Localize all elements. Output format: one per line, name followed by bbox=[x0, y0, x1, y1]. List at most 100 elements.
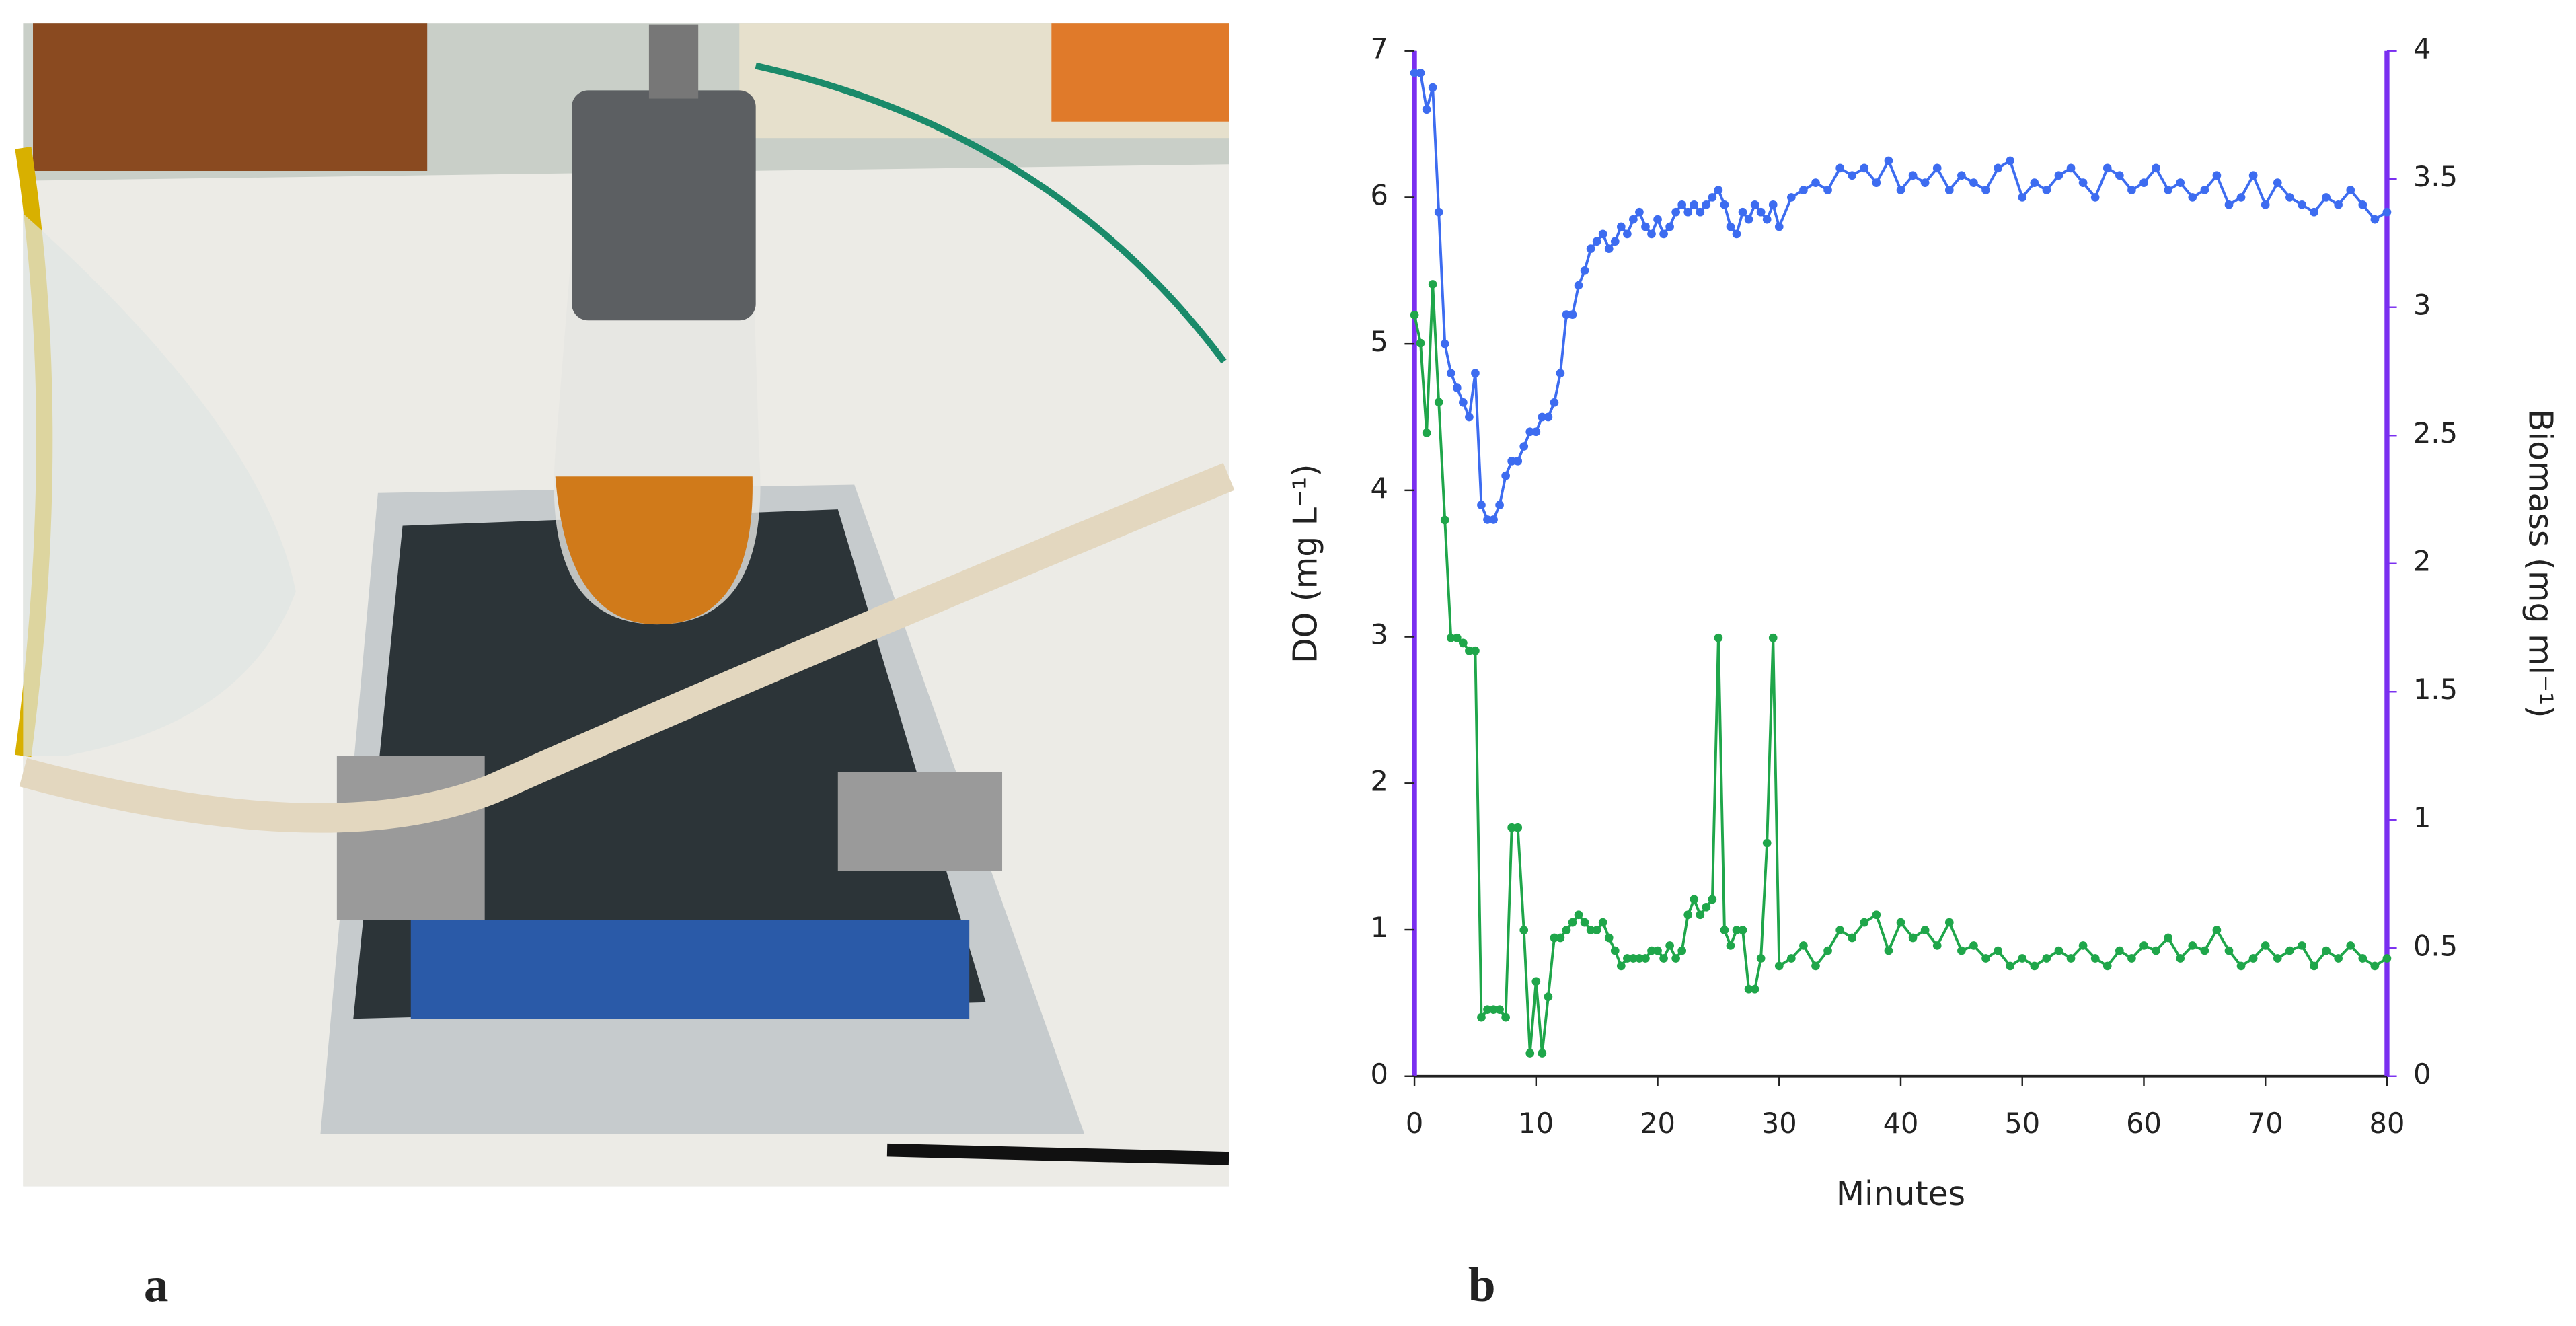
x-tick-label: 50 bbox=[2004, 1107, 2040, 1140]
data-point bbox=[1714, 633, 1723, 642]
data-point bbox=[2042, 954, 2051, 963]
data-point bbox=[1550, 398, 1559, 407]
data-point bbox=[1872, 910, 1881, 920]
data-point bbox=[2078, 941, 2088, 950]
data-point bbox=[1708, 895, 1717, 904]
data-point bbox=[2164, 933, 2172, 943]
data-point bbox=[2212, 171, 2222, 180]
data-point bbox=[2236, 961, 2246, 971]
data-point bbox=[1580, 266, 1589, 275]
data-point bbox=[2018, 954, 2027, 963]
data-point bbox=[1562, 310, 1571, 319]
data-point bbox=[1641, 222, 1650, 231]
data-point bbox=[1556, 933, 1565, 943]
data-point bbox=[1714, 186, 1723, 194]
data-point bbox=[2358, 954, 2367, 963]
data-point bbox=[2273, 954, 2282, 963]
data-point bbox=[1519, 926, 1529, 934]
data-point bbox=[2054, 171, 2063, 180]
y-tick-label: 7 bbox=[1371, 32, 1388, 65]
data-point bbox=[2030, 961, 2039, 971]
data-point bbox=[1823, 946, 1832, 955]
data-point bbox=[1994, 946, 2002, 955]
y2-tick-label: 2 bbox=[2413, 545, 2431, 578]
data-point bbox=[1507, 456, 1517, 466]
data-point bbox=[1659, 229, 1668, 239]
data-point bbox=[2139, 178, 2148, 188]
data-point bbox=[1944, 186, 1954, 194]
data-point bbox=[2066, 163, 2076, 173]
data-point bbox=[1568, 918, 1577, 927]
data-point bbox=[1434, 398, 1443, 407]
data-point bbox=[1665, 222, 1674, 231]
data-point bbox=[1440, 515, 1449, 525]
data-point bbox=[2030, 178, 2039, 188]
data-point bbox=[2164, 186, 2172, 194]
data-point bbox=[1647, 946, 1656, 955]
data-point bbox=[2310, 207, 2318, 217]
tape-left bbox=[336, 756, 485, 920]
data-point bbox=[2285, 193, 2294, 202]
data-point bbox=[2054, 946, 2063, 955]
data-point bbox=[1799, 941, 1808, 950]
data-point bbox=[1556, 369, 1565, 378]
data-point bbox=[1495, 1005, 1504, 1015]
data-point bbox=[1598, 918, 1607, 927]
y2-tick-label: 0.5 bbox=[2413, 929, 2458, 962]
data-point bbox=[2188, 193, 2197, 202]
data-point bbox=[2322, 193, 2331, 202]
data-point bbox=[1531, 977, 1541, 986]
y-tick-label: 3 bbox=[1371, 618, 1388, 651]
data-point bbox=[1550, 933, 1559, 943]
data-point bbox=[1471, 369, 1480, 378]
data-point bbox=[1738, 207, 1747, 217]
data-point bbox=[1544, 992, 1553, 1001]
data-point bbox=[1544, 412, 1553, 422]
data-point bbox=[1768, 633, 1778, 642]
culture bbox=[555, 476, 753, 625]
data-point bbox=[1459, 398, 1468, 407]
data-point bbox=[1732, 926, 1741, 934]
data-point bbox=[1422, 429, 1431, 437]
data-point bbox=[2273, 178, 2282, 188]
data-point bbox=[1957, 946, 1966, 955]
data-point bbox=[2152, 946, 2160, 955]
data-point bbox=[1538, 1049, 1547, 1058]
bottle bbox=[33, 23, 428, 172]
data-point bbox=[2322, 946, 2331, 955]
data-point bbox=[2018, 193, 2027, 202]
data-point bbox=[1635, 954, 1644, 963]
data-point bbox=[1507, 823, 1517, 832]
data-point bbox=[1659, 954, 1668, 963]
data-point bbox=[1653, 215, 1662, 224]
data-point bbox=[2200, 946, 2209, 955]
data-point bbox=[2358, 200, 2367, 209]
data-point bbox=[1920, 178, 1930, 188]
data-point bbox=[2285, 946, 2294, 955]
data-point bbox=[1483, 515, 1492, 524]
data-point bbox=[1786, 193, 1796, 202]
data-point bbox=[1489, 1005, 1498, 1015]
data-point bbox=[1702, 200, 1711, 209]
data-point bbox=[2224, 200, 2234, 209]
y2-tick-label: 3.5 bbox=[2413, 160, 2458, 193]
y2-axis-label: Biomass (mg ml⁻¹) bbox=[2522, 409, 2560, 718]
data-point bbox=[1422, 105, 1431, 114]
x-tick-label: 0 bbox=[1406, 1107, 1423, 1140]
data-point bbox=[1428, 83, 1437, 92]
data-point bbox=[1981, 954, 1990, 963]
data-point bbox=[2176, 954, 2185, 963]
data-point bbox=[1629, 954, 1638, 963]
data-point bbox=[1477, 501, 1486, 509]
power-cable bbox=[886, 1143, 1229, 1165]
data-point bbox=[1604, 244, 1614, 253]
y-axis-label: DO (mg L⁻¹) bbox=[1286, 464, 1324, 663]
data-point bbox=[1835, 163, 1844, 173]
data-point bbox=[1446, 369, 1455, 378]
data-point bbox=[1610, 946, 1620, 955]
data-point bbox=[1665, 941, 1674, 950]
data-point bbox=[1726, 222, 1735, 231]
data-point bbox=[1848, 171, 1857, 180]
data-point bbox=[2103, 961, 2112, 971]
